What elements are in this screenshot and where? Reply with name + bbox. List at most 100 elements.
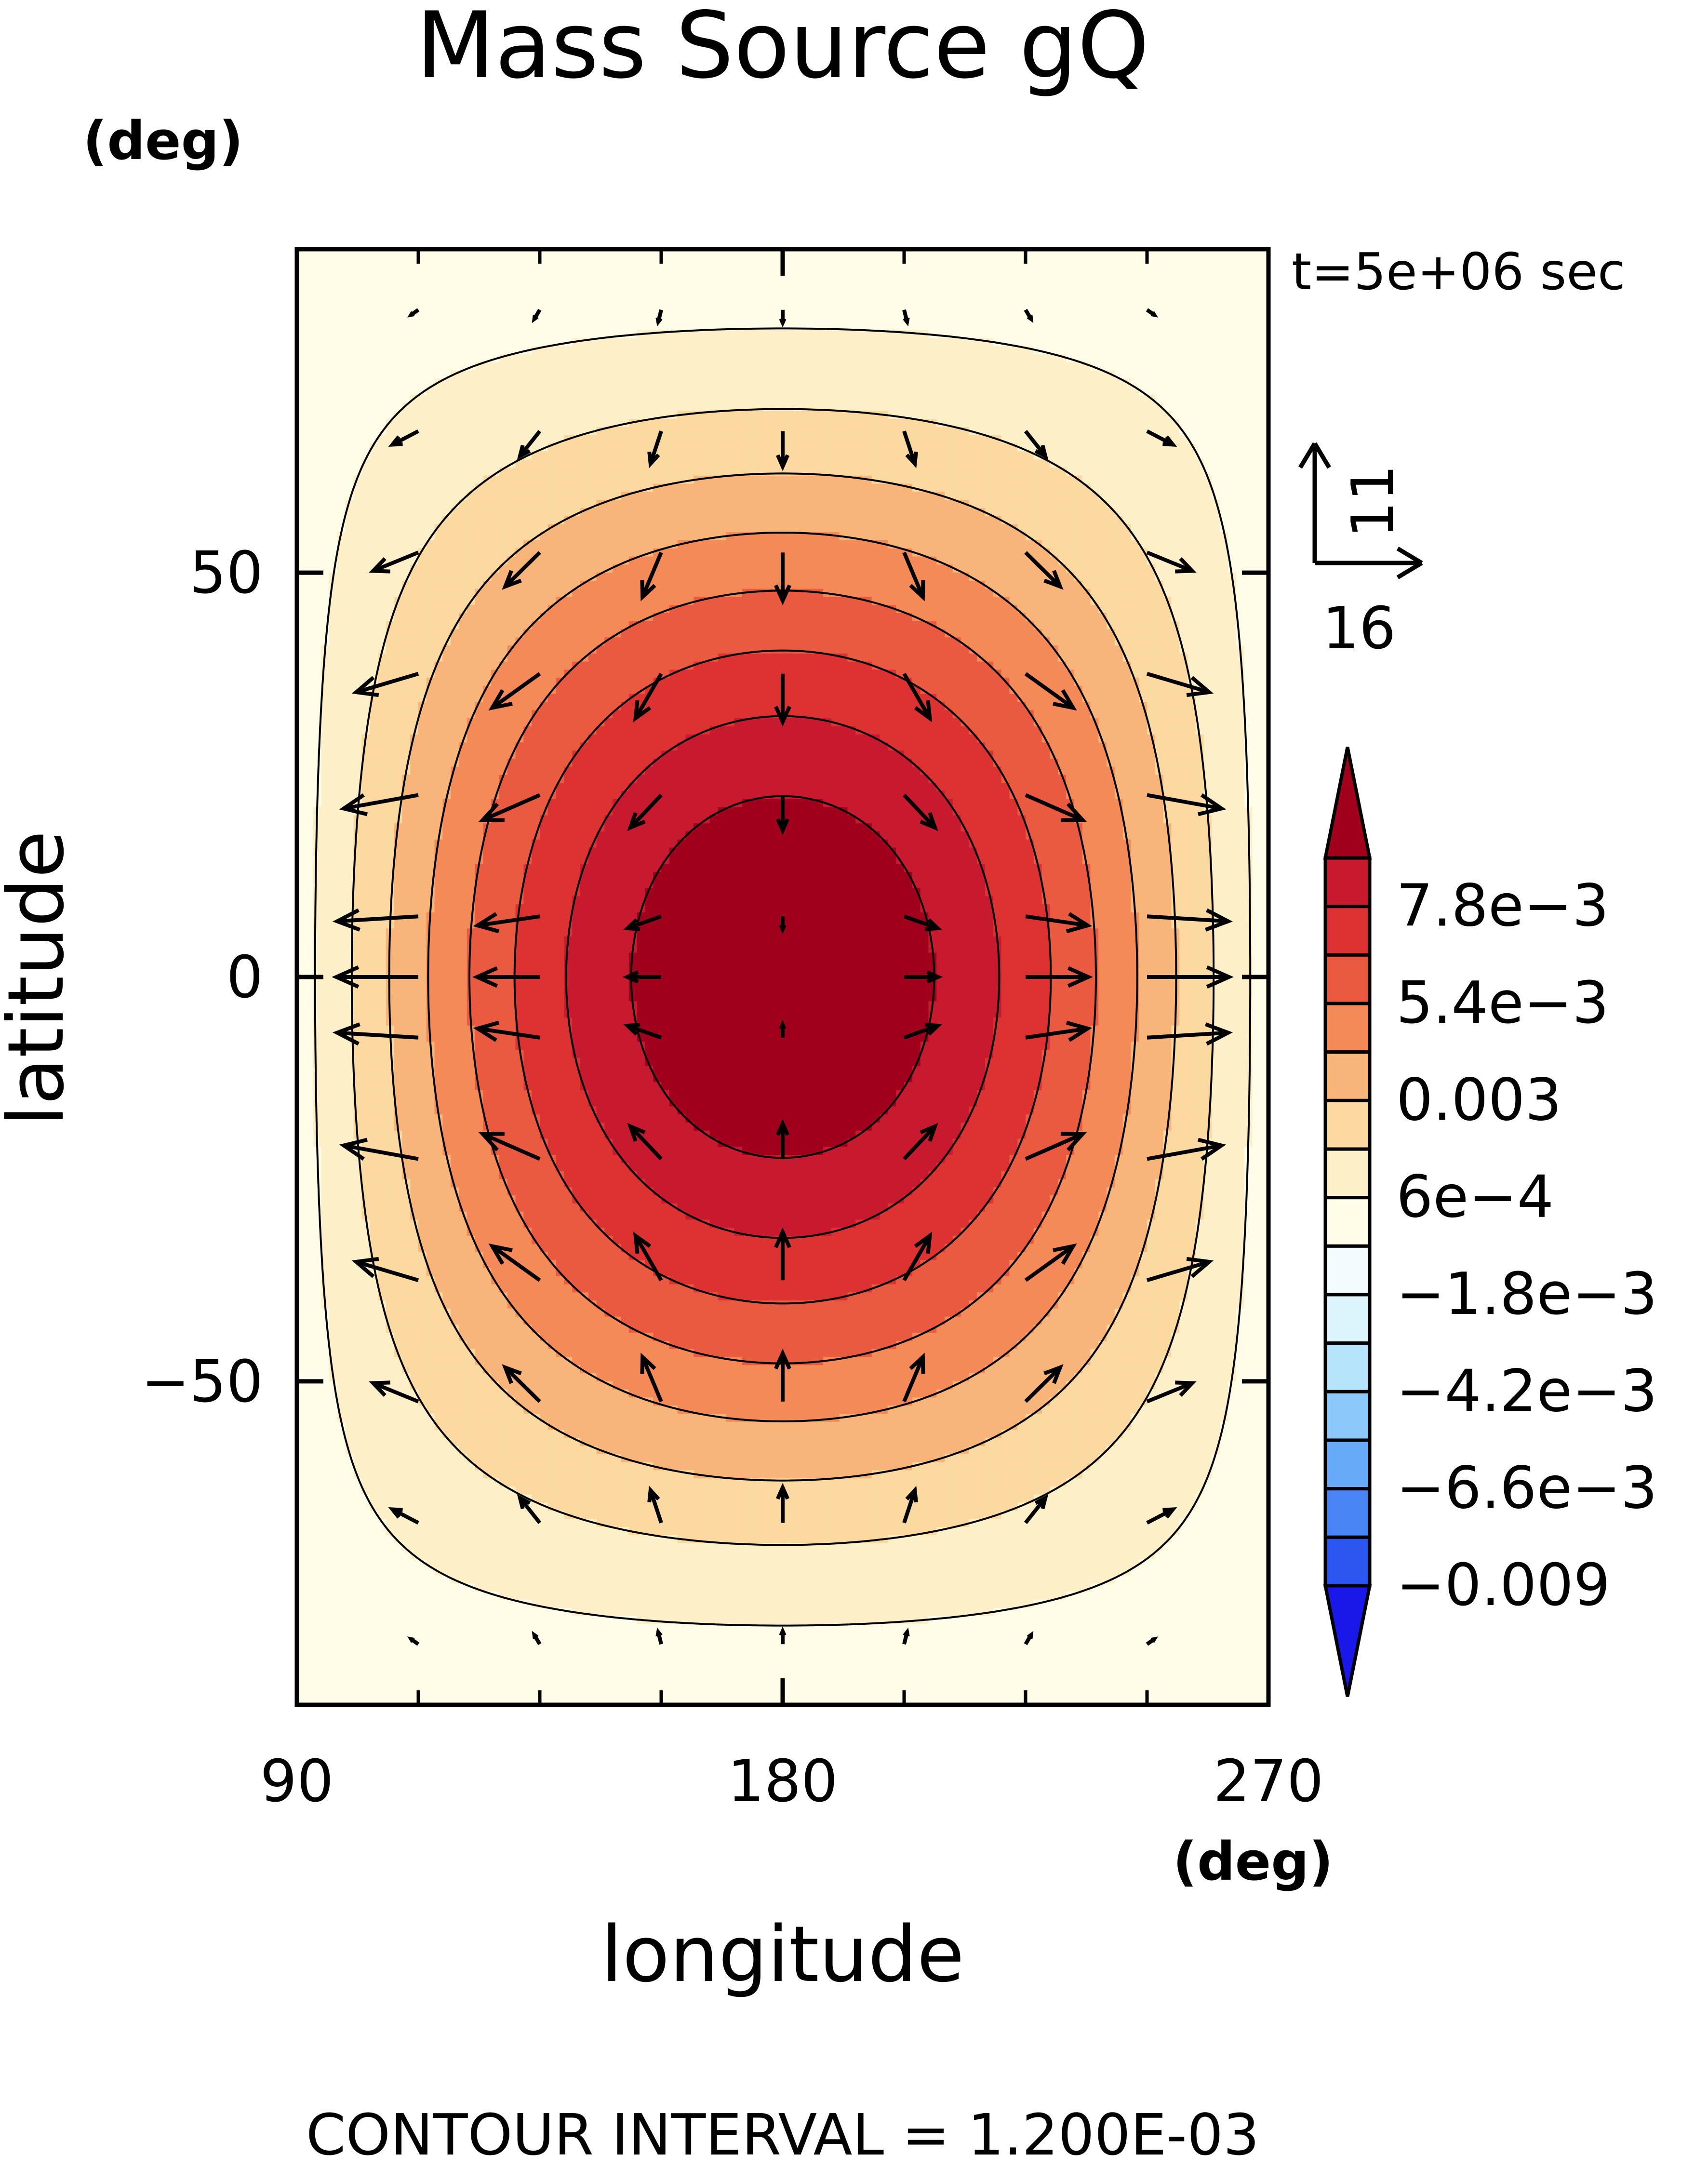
field-cell [936,435,945,444]
field-cell [1212,540,1220,549]
field-cell [1066,378,1075,387]
field-cell [840,573,848,581]
field-cell [1017,557,1026,565]
field-cell [1188,266,1196,274]
field-cell [840,435,848,444]
field-cell [888,306,896,314]
field-cell [402,257,411,266]
field-cell [580,266,589,274]
field-cell [1179,395,1188,403]
field-cell [540,435,548,444]
field-cell [1179,540,1188,549]
field-cell [1066,508,1075,517]
field-cell [321,257,330,266]
field-cell [637,290,646,298]
field-cell [904,354,913,363]
field-cell [394,354,403,363]
field-cell [305,557,314,565]
field-cell [977,387,986,395]
field-cell [807,573,815,581]
field-cell [1058,273,1067,282]
field-cell [523,573,532,581]
field-cell [766,549,775,557]
field-cell [702,314,710,322]
field-cell [880,573,889,581]
field-cell [305,581,314,589]
field-cell [597,395,605,403]
field-cell [1188,500,1196,509]
field-cell [499,338,508,347]
field-cell [1163,451,1172,460]
field-cell [1009,273,1018,282]
field-cell [410,451,419,460]
field-cell [637,322,646,331]
field-cell [313,557,322,565]
field-cell [669,346,678,355]
field-cell [378,362,387,371]
field-cell [337,354,346,363]
field-cell [451,281,459,290]
field-cell [1131,257,1139,266]
field-cell [564,395,573,403]
field-cell [936,451,945,460]
field-cell [759,306,767,314]
field-cell [378,257,387,266]
field-cell [1115,459,1123,468]
field-cell [499,281,508,290]
field-cell [1098,451,1107,460]
field-cell [629,371,638,379]
field-cell [1082,459,1091,468]
field-cell [880,322,889,331]
field-cell [305,419,314,428]
field-cell [337,298,346,307]
field-cell [1090,403,1099,412]
field-cell [791,524,800,533]
field-cell [710,306,719,314]
field-cell [361,257,370,266]
field-cell [993,492,1002,500]
field-cell [1228,532,1237,541]
field-cell [912,516,921,525]
field-cell [774,281,783,290]
field-cell [427,459,435,468]
field-cell [1212,532,1220,541]
field-cell [855,524,864,533]
field-cell [880,451,889,460]
field-cell [1026,378,1034,387]
field-cell [588,459,597,468]
field-cell [361,298,370,307]
field-cell [961,516,970,525]
field-cell [1017,387,1026,395]
field-cell [685,371,694,379]
field-cell [1155,330,1164,339]
field-cell [726,451,734,460]
field-cell [1107,516,1115,525]
field-cell [329,540,338,549]
field-cell [759,314,767,322]
field-cell [855,419,864,428]
field-cell [410,476,419,484]
field-cell [410,371,419,379]
field-cell [1026,540,1034,549]
field-cell [1115,573,1123,581]
field-cell [459,557,467,565]
field-cell [442,500,451,509]
field-cell [1042,290,1051,298]
field-cell [742,338,751,347]
field-cell [580,435,589,444]
field-cell [880,564,889,573]
field-cell [750,524,759,533]
field-cell [685,468,694,476]
field-cell [734,371,743,379]
field-cell [912,524,921,533]
field-cell [847,266,856,274]
field-cell [1034,476,1042,484]
field-cell [427,346,435,355]
field-cell [759,500,767,509]
field-cell [483,314,492,322]
field-cell [840,516,848,525]
field-cell [548,257,557,266]
field-cell [604,459,613,468]
field-cell [921,564,929,573]
field-cell [491,484,500,493]
